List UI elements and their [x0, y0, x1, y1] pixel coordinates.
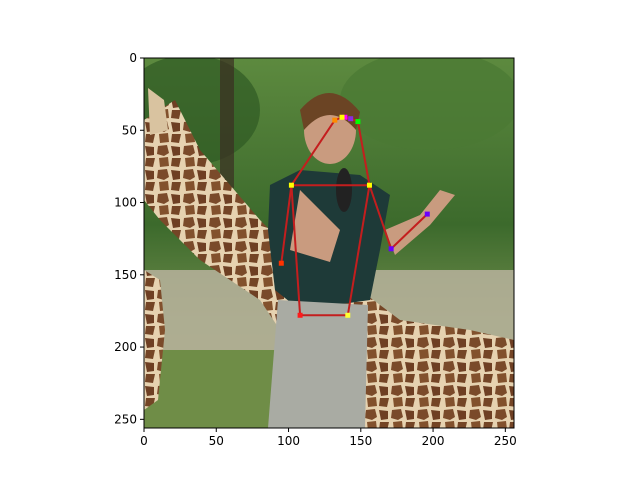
- x-tick-label-5: 250: [494, 434, 517, 448]
- y-tick-label-3: 150: [114, 268, 137, 282]
- keypoint-5: [289, 183, 294, 188]
- x-tick-label-3: 150: [349, 434, 372, 448]
- keypoint-2: [348, 116, 353, 121]
- y-tick-label-4: 200: [114, 340, 137, 354]
- keypoint-12: [345, 313, 350, 318]
- x-tick-label-4: 200: [422, 434, 445, 448]
- x-tick-label-2: 100: [277, 434, 300, 448]
- x-tick-label-1: 50: [209, 434, 224, 448]
- y-tick-label-5: 250: [114, 412, 137, 426]
- keypoint-6: [367, 183, 372, 188]
- y-tick-label-2: 100: [114, 196, 137, 210]
- y-tick-label-0: 0: [129, 51, 137, 65]
- keypoint-3: [332, 118, 337, 123]
- photo-background: [120, 50, 520, 428]
- keypoint-4: [355, 119, 360, 124]
- keypoint-11: [298, 313, 303, 318]
- keypoint-7: [279, 261, 284, 266]
- y-tick-label-1: 50: [122, 123, 137, 137]
- keypoint-10: [425, 212, 430, 217]
- keypoint-1: [340, 115, 345, 120]
- keypoint-8: [389, 246, 394, 251]
- x-tick-label-0: 0: [140, 434, 148, 448]
